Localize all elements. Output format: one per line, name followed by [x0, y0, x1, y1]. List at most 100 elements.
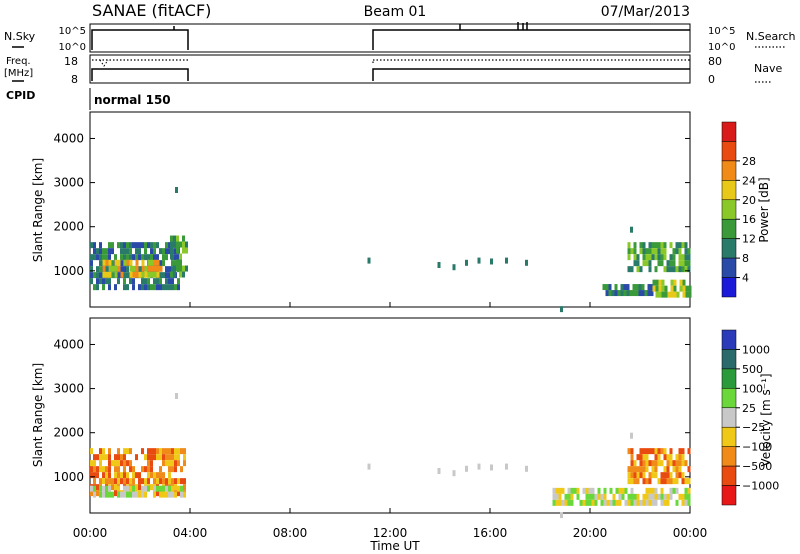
velocity-cell	[636, 454, 640, 461]
velocity-cell	[105, 485, 108, 492]
power-cell	[96, 254, 99, 261]
power-cell	[663, 248, 667, 255]
velocity-cell	[162, 491, 165, 498]
power-cell	[176, 265, 179, 272]
power-cell	[620, 290, 624, 297]
power-cell	[645, 254, 649, 261]
velocity-cell	[648, 460, 652, 467]
power-cell	[144, 254, 147, 261]
velocity-cell	[183, 448, 186, 455]
velocity-echo	[630, 432, 633, 439]
power-cell	[159, 278, 162, 285]
velocity-cell	[558, 493, 562, 500]
power-cell	[179, 265, 182, 272]
velocity-cell	[615, 487, 619, 494]
velocity-cell	[639, 499, 643, 506]
velocity-cell	[591, 499, 595, 506]
power-cell	[626, 290, 630, 297]
velocity-cell	[630, 448, 634, 455]
beam-label: Beam 01	[364, 4, 427, 20]
power-cell	[99, 248, 102, 255]
power-cell	[661, 291, 665, 298]
velocity-cell	[108, 472, 111, 479]
power-cell	[120, 266, 123, 273]
power-cell	[165, 284, 168, 291]
power-cell	[174, 260, 177, 267]
velocity-cell	[147, 460, 150, 467]
power-cell	[150, 265, 154, 272]
velocity-cell	[129, 491, 132, 498]
power-cell	[90, 254, 93, 261]
power-cell	[150, 254, 153, 261]
power-cell	[126, 266, 129, 273]
velocity-cell	[669, 493, 673, 500]
velocity-cell	[663, 499, 667, 506]
velocity-cell	[165, 478, 168, 485]
velocity-cell	[144, 478, 147, 485]
power-cell	[120, 271, 124, 278]
power-cell	[652, 285, 656, 292]
power-colorbar-tick-label: 12	[742, 233, 756, 246]
power-cell	[117, 242, 120, 249]
velocity-cell	[555, 499, 559, 506]
power-cell	[165, 248, 168, 255]
power-cell	[657, 254, 661, 261]
power-cell	[614, 290, 618, 297]
power-ytick-label: 2000	[53, 220, 84, 234]
velocity-cell	[135, 454, 138, 461]
velocity-cell	[156, 448, 159, 455]
power-cell	[645, 248, 649, 255]
power-cell	[647, 284, 651, 291]
velocity-cell	[594, 499, 598, 506]
velocity-cell	[618, 493, 622, 500]
velocity-cell	[681, 499, 685, 506]
velocity-echo	[560, 512, 563, 519]
velocity-cell	[684, 487, 688, 494]
velocity-cell	[660, 448, 664, 455]
power-cell	[90, 242, 93, 249]
velocity-cell	[99, 485, 102, 492]
x-tick-label: 00:00	[673, 526, 708, 540]
power-cell	[670, 279, 674, 286]
power-cell	[165, 254, 168, 261]
power-cell	[177, 278, 180, 285]
noise-search-label: N.Search	[746, 30, 796, 43]
power-cell	[623, 284, 627, 291]
velocity-cell	[678, 454, 682, 461]
velocity-cell	[99, 478, 102, 485]
power-cell	[126, 272, 129, 279]
power-colorbar-swatch	[721, 218, 737, 239]
velocity-cell	[90, 485, 93, 492]
power-cell	[642, 260, 646, 267]
velocity-colorbar-tick-label: 100	[742, 382, 763, 395]
power-cell	[93, 254, 96, 261]
velocity-cell	[642, 493, 646, 500]
power-cell	[679, 285, 683, 292]
power-cell	[102, 278, 105, 285]
power-cell	[147, 259, 151, 266]
velocity-echo	[437, 468, 441, 474]
power-cell	[90, 260, 93, 267]
power-cell	[147, 271, 151, 278]
power-cell	[684, 254, 688, 261]
velocity-cell	[108, 478, 111, 485]
velocity-cell	[138, 491, 141, 498]
velocity-cell	[147, 478, 150, 485]
power-cell	[670, 285, 674, 292]
velocity-cell	[663, 448, 667, 455]
velocity-cell	[180, 478, 183, 485]
velocity-cell	[183, 484, 186, 491]
velocity-cell	[645, 493, 649, 500]
power-cell	[174, 254, 177, 261]
power-cell	[672, 254, 676, 261]
velocity-cell	[618, 499, 622, 506]
velocity-cell	[177, 478, 180, 485]
power-cell	[685, 285, 689, 292]
power-cell	[681, 266, 685, 273]
power-cell	[156, 284, 159, 291]
velocity-cell	[627, 499, 631, 506]
power-cell	[141, 278, 144, 285]
velocity-cell	[627, 448, 631, 455]
velocity-colorbar: 1000 500 100 25 −25 −100 −500 −1000	[721, 329, 779, 506]
